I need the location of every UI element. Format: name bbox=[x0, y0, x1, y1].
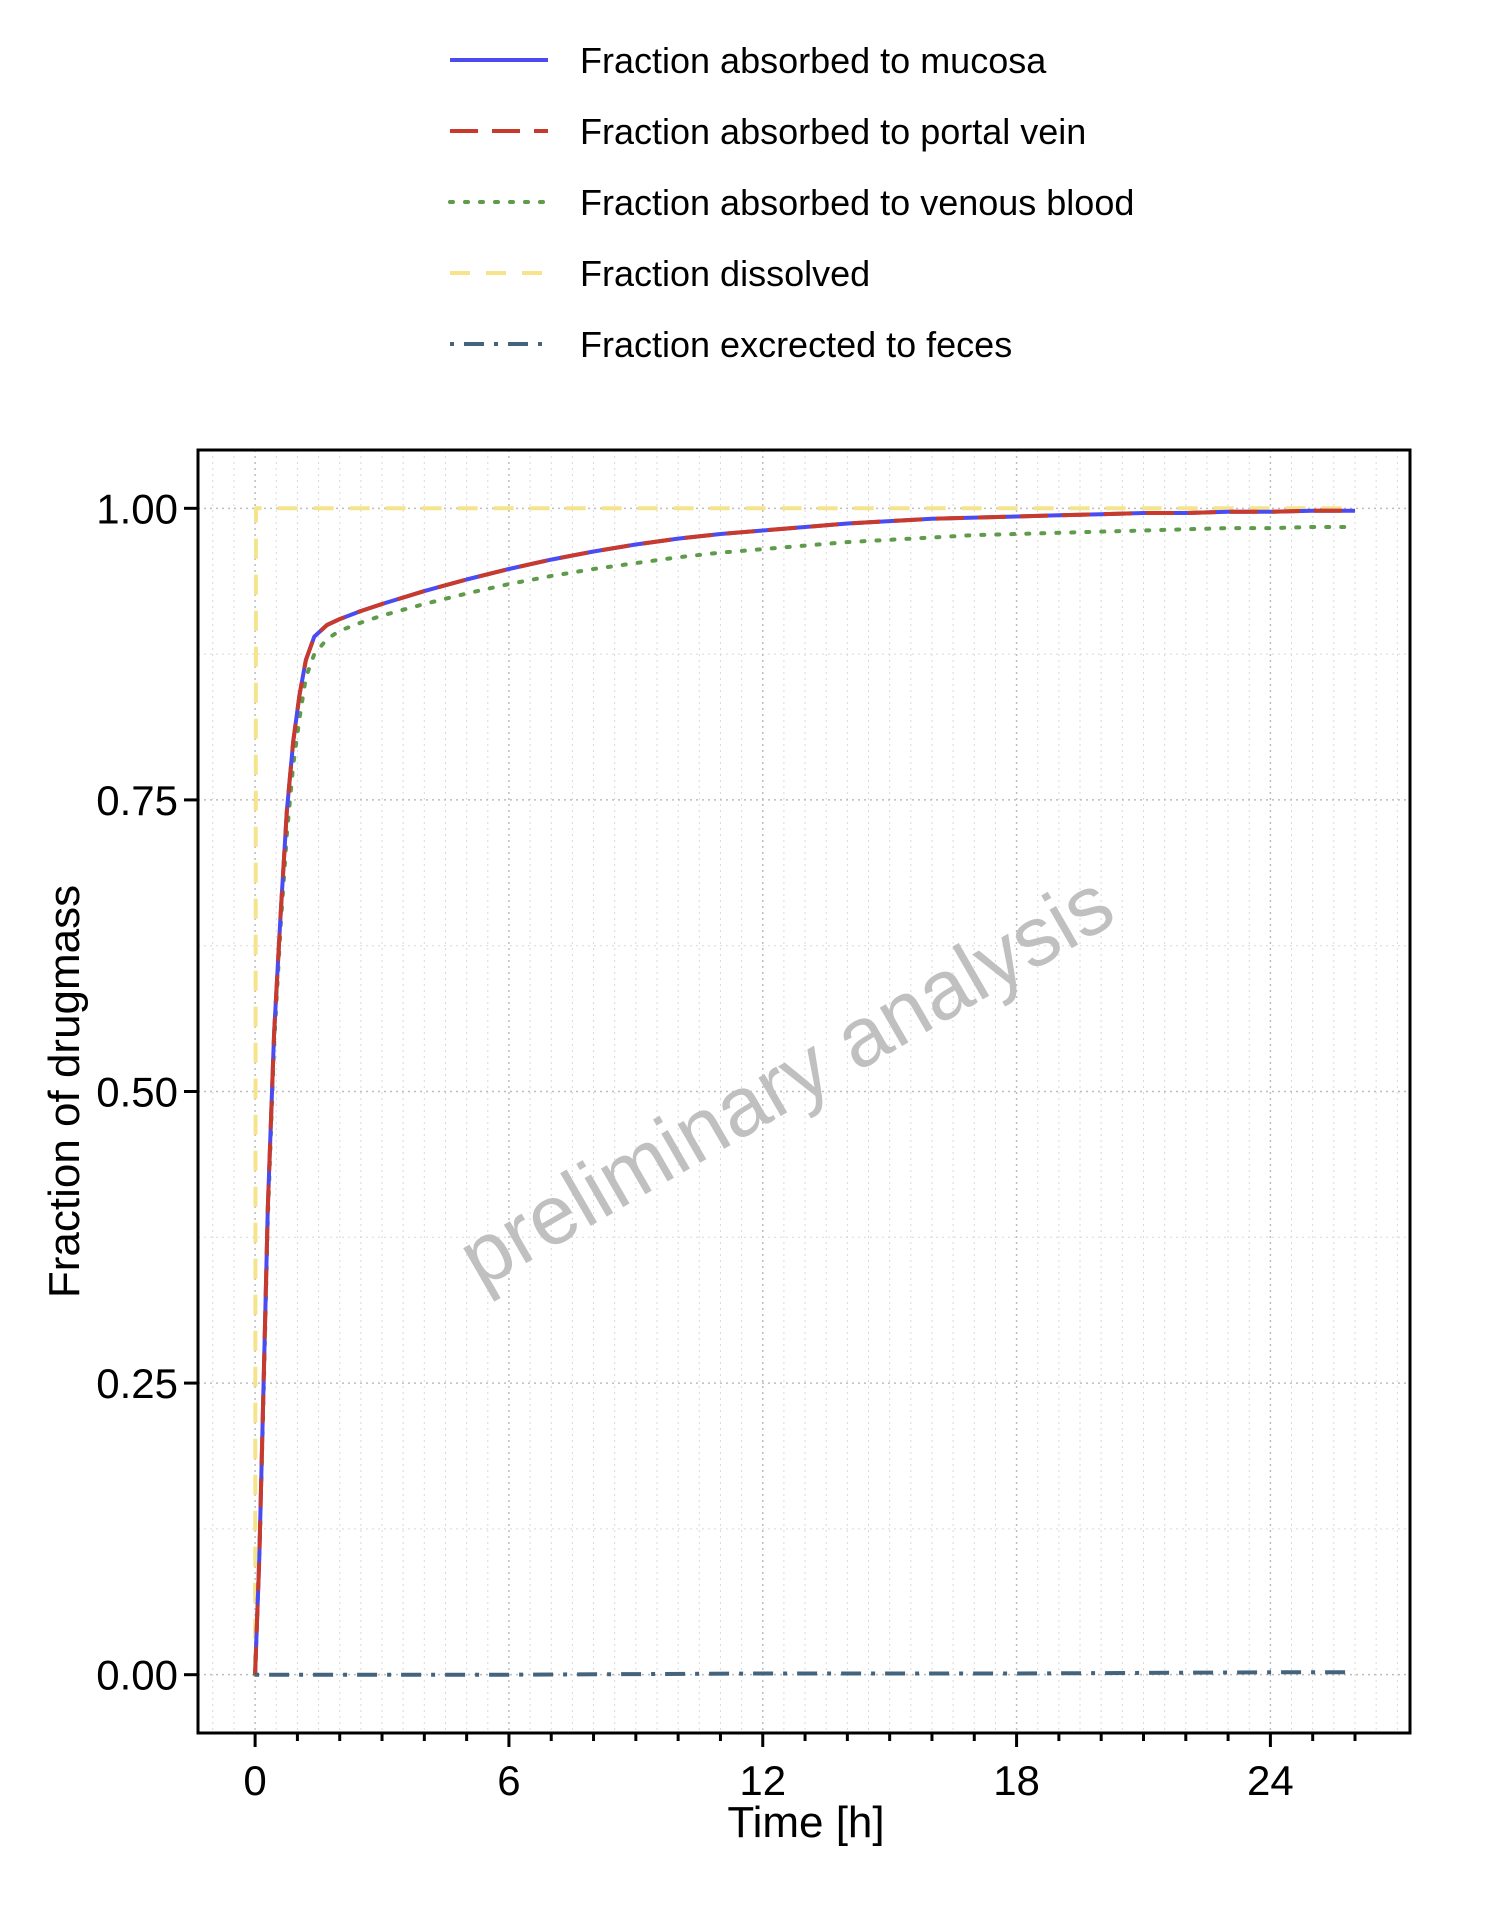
legend-label-3: Fraction absorbed to venous blood bbox=[580, 182, 1134, 223]
x-tick-label: 6 bbox=[497, 1757, 520, 1804]
y-tick-label: 0.25 bbox=[96, 1360, 178, 1407]
series-layer bbox=[253, 506, 1357, 1677]
x-tick-label: 24 bbox=[1247, 1757, 1294, 1804]
legend-label-2: Fraction absorbed to portal vein bbox=[580, 111, 1086, 152]
legend-label-1: Fraction absorbed to mucosa bbox=[580, 40, 1047, 81]
series-line-5 bbox=[255, 1670, 1355, 1677]
grid-minor bbox=[198, 450, 1410, 1733]
y-axis-title: Fraction of drugmass bbox=[40, 885, 89, 1298]
x-tick-label: 18 bbox=[993, 1757, 1040, 1804]
legend: Fraction absorbed to mucosa Fraction abso… bbox=[448, 40, 1134, 365]
legend-label-4: Fraction dissolved bbox=[580, 253, 870, 294]
y-tick-label: 0.75 bbox=[96, 777, 178, 824]
x-tick-label: 12 bbox=[739, 1757, 786, 1804]
series-line-4 bbox=[253, 506, 1355, 1675]
y-tick-label: 0.00 bbox=[96, 1652, 178, 1699]
y-tick-label: 1.00 bbox=[96, 485, 178, 532]
x-tick-label: 0 bbox=[243, 1757, 266, 1804]
x-axis-title: Time [h] bbox=[727, 1798, 884, 1847]
x-axis: 0 6 12 18 24 bbox=[243, 1733, 1357, 1804]
series-line-2 bbox=[253, 508, 1355, 1675]
legend-label-5: Fraction excrected to feces bbox=[580, 324, 1012, 365]
y-tick-label: 0.50 bbox=[96, 1069, 178, 1116]
y-axis: 0.00 0.25 0.50 0.75 1.00 bbox=[96, 485, 198, 1699]
